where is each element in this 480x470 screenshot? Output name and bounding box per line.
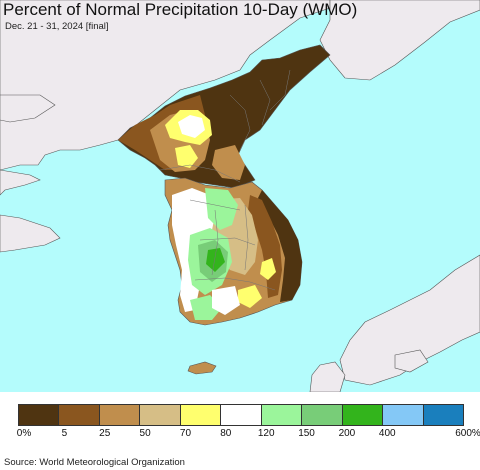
- legend-ticks: 0% 5 25 50 70 80 120 150 200 400 600%: [0, 428, 480, 442]
- legend-swatch: [423, 405, 463, 425]
- japan-kyushu: [309, 361, 346, 392]
- sk-yellow-east: [260, 258, 276, 280]
- legend-tick-label: 0%: [16, 428, 32, 439]
- legend-swatch: [383, 405, 424, 425]
- legend-tick-label: 80: [220, 428, 232, 439]
- legend-swatch: [180, 405, 222, 425]
- color-legend: [18, 404, 464, 426]
- map-title: Percent of Normal Precipitation 10-Day (…: [3, 0, 358, 19]
- liaodong-peninsula: [0, 94, 56, 123]
- legend-swatch: [261, 405, 303, 425]
- source-credit: Source: World Meteorological Organizatio…: [4, 457, 185, 468]
- province-borders: [159, 69, 291, 291]
- legend-tick-label: 120: [257, 428, 275, 439]
- japan-honshu: [339, 254, 480, 386]
- sk-green-dark: [206, 248, 225, 272]
- china-landmass: [0, 0, 331, 171]
- nk-yellow-b: [175, 145, 198, 168]
- legend-tick-label: 150: [298, 428, 315, 439]
- precipitation-map: [0, 0, 480, 392]
- legend-swatch: [140, 405, 181, 425]
- jeju-island: [187, 361, 217, 375]
- nk-tan-east: [212, 145, 245, 180]
- legend-swatch: [302, 405, 343, 425]
- legend-tick-label: 25: [99, 428, 111, 439]
- china-coast: [0, 169, 41, 196]
- nk-white-a: [178, 115, 205, 138]
- map-subtitle: Dec. 21 - 31, 2024 [final]: [5, 21, 109, 32]
- sk-white-south: [212, 286, 240, 315]
- legend-swatch: [59, 405, 100, 425]
- sk-yellow-south: [238, 285, 262, 308]
- legend-tick-label: 50: [139, 428, 151, 439]
- legend-tick-label: 600%: [455, 428, 480, 439]
- legend-swatch: [19, 405, 60, 425]
- legend-tick-label: 400: [378, 428, 396, 439]
- sk-east-dark: [258, 190, 302, 302]
- legend-tick-label: 70: [179, 428, 192, 439]
- japan-shikoku: [394, 349, 429, 373]
- legend-tick-label: 200: [338, 428, 356, 439]
- legend-tick-label: 5: [61, 428, 68, 439]
- china-south: [0, 214, 61, 253]
- russia-landmass: [319, 0, 480, 81]
- sk-green-light-a: [205, 188, 238, 230]
- legend-swatch: [99, 405, 141, 425]
- legend-swatch: [221, 405, 262, 425]
- legend-swatch: [342, 405, 384, 425]
